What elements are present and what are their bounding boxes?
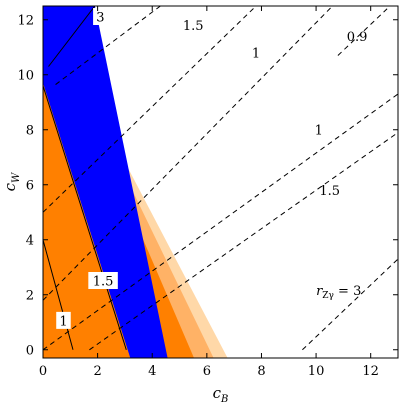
region-bands: [43, 6, 228, 358]
y-tick-label: 4: [26, 233, 34, 248]
x-tick-label: 12: [362, 364, 379, 379]
dashed-contour-line: [337, 8, 388, 56]
contour-label-bg: [56, 311, 71, 329]
x-tick-label: 2: [93, 364, 101, 379]
y-tick-label: 10: [17, 68, 34, 83]
solid-contour-line: [43, 85, 127, 350]
contour-label: 3: [96, 11, 104, 26]
axes: 0 2 4 6 8 10 12 0 2 4 6 8 10 12 cB cW: [1, 6, 398, 405]
contour-lines: [43, 6, 398, 351]
x-tick-label: 0: [39, 364, 47, 379]
y-tick-label: 12: [17, 13, 34, 28]
x-tick-label: 8: [257, 364, 265, 379]
y-tick-label: 2: [26, 288, 34, 303]
y-tick-label: 6: [26, 178, 34, 193]
plot-frame: [42, 5, 399, 359]
contour-label: 1: [315, 123, 323, 138]
y-axis-title: cW: [1, 172, 22, 191]
y-tick-label: 8: [26, 123, 34, 138]
contour-label: 1.5: [319, 184, 340, 199]
dashed-contour-line: [43, 93, 398, 351]
x-tick-label: 10: [308, 364, 325, 379]
contour-label-bg: [93, 8, 108, 25]
solid-contour-line: [48, 6, 96, 67]
dashed-contour-line: [53, 6, 161, 87]
y-axis-title-group: cW: [1, 172, 22, 191]
x-axis-title: cB: [213, 384, 229, 405]
contour-label: 1.5: [183, 19, 204, 34]
y-tick-label: 0: [26, 343, 34, 358]
contour-label: 1: [252, 46, 260, 61]
band-blue: [43, 6, 168, 358]
contour-labels: 3 1.5 1 0.9 1 1.5 1.5 1 rZγ = 3: [56, 8, 367, 329]
dashed-contour-line: [43, 6, 333, 301]
x-tick-label: 6: [203, 364, 211, 379]
r-zgamma-label: rZγ = 3: [316, 284, 361, 301]
contour-label: 1.5: [93, 275, 114, 290]
contour-label-bg: [88, 272, 118, 289]
dashed-contour-line: [302, 258, 398, 351]
dashed-contour-line: [43, 6, 257, 213]
contour-label: 0.9: [347, 30, 368, 45]
x-tick-label: 4: [148, 364, 156, 379]
contour-label: 1: [59, 314, 67, 329]
